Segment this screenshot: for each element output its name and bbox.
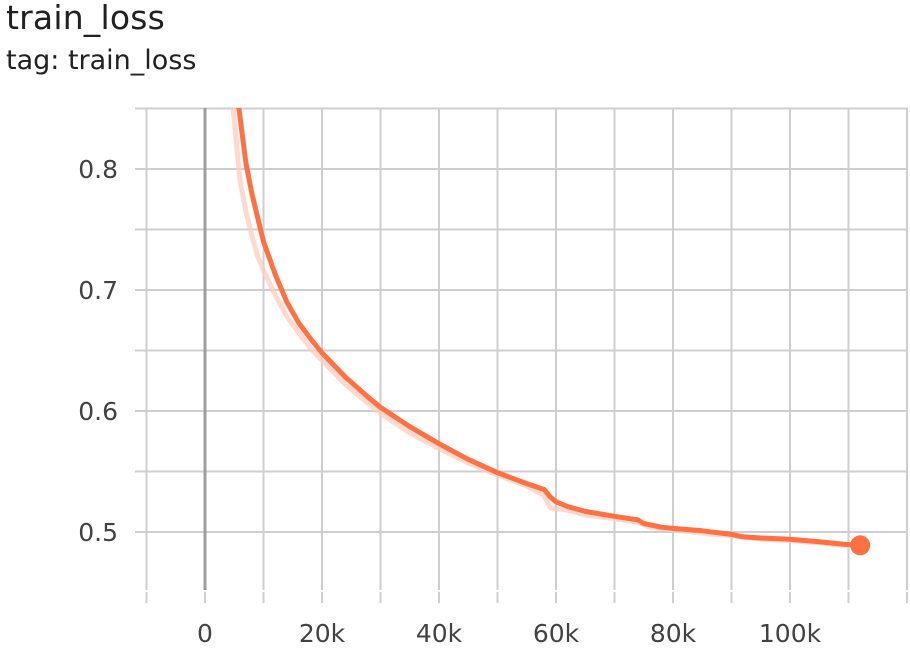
tick-labels: 0.5 0.6 0.7 0.8 0 20k 40k 60k 80k 100k (78, 155, 821, 648)
y-tick-label: 0.5 (78, 518, 118, 547)
y-tick-label: 0.8 (78, 155, 118, 184)
series-line-raw (230, 108, 863, 549)
x-tick-label: 0 (197, 619, 213, 648)
x-tick-label: 60k (533, 619, 580, 648)
series (230, 108, 871, 556)
y-tick-label: 0.7 (78, 276, 118, 305)
chart-subtitle: tag: train_loss (6, 45, 197, 76)
x-tick-label: 80k (650, 619, 697, 648)
x-tick-label: 40k (416, 619, 463, 648)
y-tick-label: 0.6 (78, 397, 118, 426)
axes (145, 108, 908, 603)
series-line-smoothed (236, 108, 863, 548)
chart-title: train_loss (6, 0, 166, 37)
grid (135, 107, 908, 590)
last-point-marker (850, 535, 871, 556)
x-tick-label: 20k (299, 619, 346, 648)
x-tick-label: 100k (759, 619, 822, 648)
